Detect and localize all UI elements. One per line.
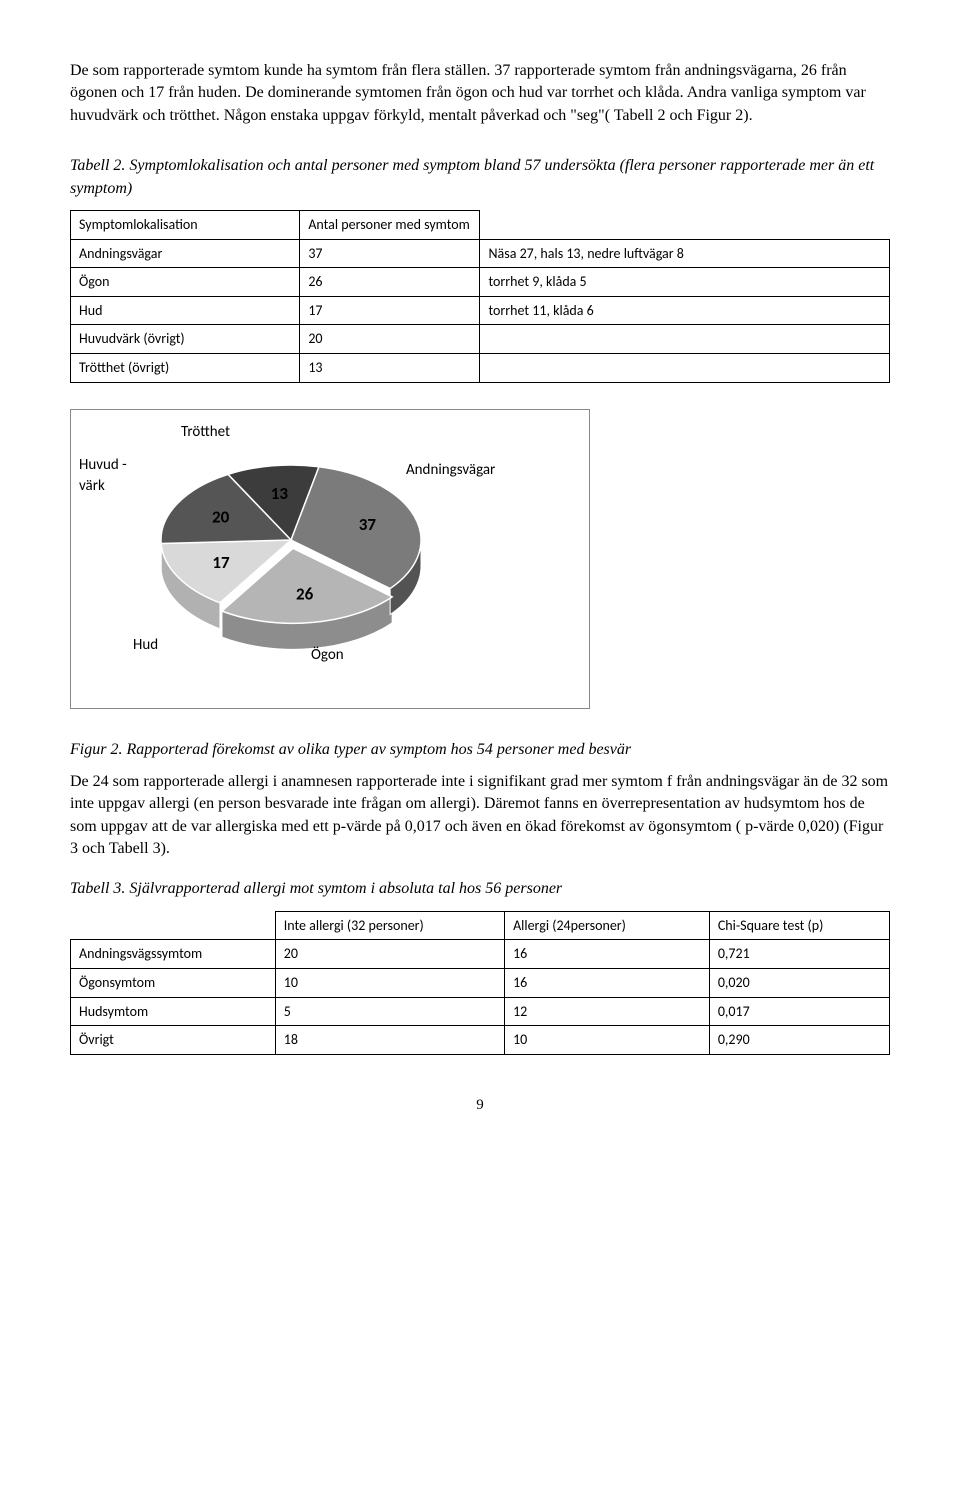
label-huvudvark: Huvud - värk xyxy=(79,455,127,497)
table-row: Andningsvägar 37 Näsa 27, hals 13, nedre… xyxy=(71,239,890,268)
cell: 37 xyxy=(300,239,480,268)
intro-paragraph: De som rapporterade symtom kunde ha symt… xyxy=(70,60,890,127)
cell: 18 xyxy=(275,1026,504,1055)
cell: Näsa 27, hals 13, nedre luftvägar 8 xyxy=(480,239,890,268)
cell: Ögonsymtom xyxy=(71,969,276,998)
cell: 5 xyxy=(275,997,504,1026)
cell xyxy=(480,325,890,354)
cell: torrhet 11, klåda 6 xyxy=(480,296,890,325)
cell: Ögon xyxy=(71,268,300,297)
cell: 0,017 xyxy=(709,997,889,1026)
table2-caption: Tabell 2. Symptomlokalisation och antal … xyxy=(70,155,890,200)
cell: 10 xyxy=(275,969,504,998)
svg-text:17: 17 xyxy=(212,552,230,573)
table2: Symptomlokalisation Antal personer med s… xyxy=(70,210,890,383)
cell: 0,020 xyxy=(709,969,889,998)
table-row: Huvudvärk (övrigt) 20 xyxy=(71,325,890,354)
table-row: Ögon 26 torrhet 9, klåda 5 xyxy=(71,268,890,297)
cell: Övrigt xyxy=(71,1026,276,1055)
cell: 0,290 xyxy=(709,1026,889,1055)
svg-text:20: 20 xyxy=(212,506,230,527)
svg-text:37: 37 xyxy=(359,514,377,535)
cell: Inte allergi (32 personer) xyxy=(275,911,504,940)
cell xyxy=(480,353,890,382)
cell: Huvudvärk (övrigt) xyxy=(71,325,300,354)
cell: 16 xyxy=(505,969,710,998)
table-row: Hudsymtom 5 12 0,017 xyxy=(71,997,890,1026)
cell: Hudsymtom xyxy=(71,997,276,1026)
cell xyxy=(71,911,276,940)
label-ogon: Ögon xyxy=(311,645,344,666)
cell: 17 xyxy=(300,296,480,325)
table3-caption: Tabell 3. Självrapporterad allergi mot s… xyxy=(70,878,890,900)
cell: Allergi (24personer) xyxy=(505,911,710,940)
svg-text:26: 26 xyxy=(296,583,314,604)
table3: Inte allergi (32 personer) Allergi (24pe… xyxy=(70,911,890,1055)
cell: 10 xyxy=(505,1026,710,1055)
pie-chart: 13 37 26 17 20 Trötthet Huvud - värk Andning… xyxy=(70,409,590,709)
paragraph-2: De 24 som rapporterade allergi i anamnes… xyxy=(70,771,890,861)
svg-text:13: 13 xyxy=(271,483,289,504)
cell: 20 xyxy=(300,325,480,354)
table-row: Inte allergi (32 personer) Allergi (24pe… xyxy=(71,911,890,940)
t2-h2: Antal personer med symtom xyxy=(300,210,480,239)
cell: 26 xyxy=(300,268,480,297)
table-row: Symptomlokalisation Antal personer med s… xyxy=(71,210,890,239)
cell: 12 xyxy=(505,997,710,1026)
cell: Andningsvägssymtom xyxy=(71,940,276,969)
table-row: Övrigt 18 10 0,290 xyxy=(71,1026,890,1055)
cell: Chi-Square test (p) xyxy=(709,911,889,940)
cell: Hud xyxy=(71,296,300,325)
cell: 16 xyxy=(505,940,710,969)
table-row: Ögonsymtom 10 16 0,020 xyxy=(71,969,890,998)
cell: Trötthet (övrigt) xyxy=(71,353,300,382)
cell: 13 xyxy=(300,353,480,382)
cell: 20 xyxy=(275,940,504,969)
label-trotthet: Trötthet xyxy=(181,422,230,443)
figure2-caption: Figur 2. Rapporterad förekomst av olika … xyxy=(70,739,890,761)
table-row: Hud 17 torrhet 11, klåda 6 xyxy=(71,296,890,325)
page-number: 9 xyxy=(70,1095,890,1116)
cell: 0,721 xyxy=(709,940,889,969)
cell: Andningsvägar xyxy=(71,239,300,268)
table-row: Trötthet (övrigt) 13 xyxy=(71,353,890,382)
label-hud: Hud xyxy=(133,635,158,656)
t2-h1: Symptomlokalisation xyxy=(71,210,300,239)
t2-h3 xyxy=(480,210,890,239)
cell: torrhet 9, klåda 5 xyxy=(480,268,890,297)
label-andning: Andningsvägar xyxy=(406,460,495,481)
table-row: Andningsvägssymtom 20 16 0,721 xyxy=(71,940,890,969)
